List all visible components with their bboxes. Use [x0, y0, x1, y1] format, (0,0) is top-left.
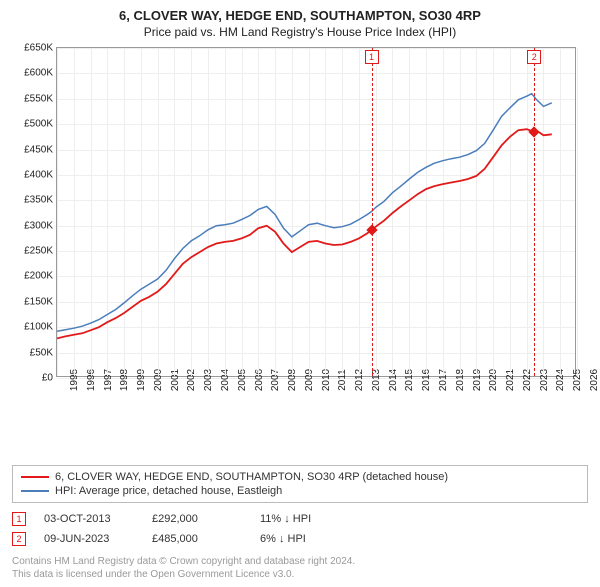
plot-area: £0£50K£100K£150K£200K£250K£300K£350K£400…: [56, 47, 576, 377]
footer-line-2: This data is licensed under the Open Gov…: [12, 568, 588, 581]
legend-label: HPI: Average price, detached house, East…: [55, 485, 282, 497]
legend-item: HPI: Average price, detached house, East…: [21, 484, 579, 498]
event-vline: [534, 48, 535, 376]
ytick-label: £550K: [24, 93, 53, 104]
event-price: £292,000: [152, 513, 242, 525]
event-marker: 2: [527, 50, 541, 64]
series-line-hpi: [57, 94, 552, 332]
event-box: 2: [12, 532, 26, 546]
event-vline: [372, 48, 373, 376]
ytick-label: £600K: [24, 68, 53, 79]
footer: Contains HM Land Registry data © Crown c…: [12, 555, 588, 581]
event-price: £485,000: [152, 533, 242, 545]
title-sub: Price paid vs. HM Land Registry's House …: [12, 25, 588, 39]
gridline: [577, 48, 578, 376]
ytick-label: £150K: [24, 296, 53, 307]
title-main: 6, CLOVER WAY, HEDGE END, SOUTHAMPTON, S…: [12, 8, 588, 23]
event-row: 1 03-OCT-2013 £292,000 11% ↓ HPI: [12, 509, 588, 529]
event-box: 1: [12, 512, 26, 526]
ytick-label: £0: [42, 373, 53, 384]
ytick-label: £300K: [24, 220, 53, 231]
event-row: 2 09-JUN-2023 £485,000 6% ↓ HPI: [12, 529, 588, 549]
legend-label: 6, CLOVER WAY, HEDGE END, SOUTHAMPTON, S…: [55, 471, 448, 483]
ytick-label: £400K: [24, 169, 53, 180]
ytick-label: £350K: [24, 195, 53, 206]
chart-container: { "title_main": "6, CLOVER WAY, HEDGE EN…: [0, 0, 600, 587]
event-marker: 1: [365, 50, 379, 64]
ytick-label: £200K: [24, 271, 53, 282]
chart: £0 £50K £100K £150K £200K £250K £300K £350K £400…: [12, 47, 588, 427]
series-line-property: [57, 129, 552, 338]
legend-swatch: [21, 476, 49, 478]
ytick-label: £250K: [24, 246, 53, 257]
event-delta: 6% ↓ HPI: [260, 533, 350, 545]
event-date: 03-OCT-2013: [44, 513, 134, 525]
ytick-label: £100K: [24, 322, 53, 333]
legend-item: 6, CLOVER WAY, HEDGE END, SOUTHAMPTON, S…: [21, 470, 579, 484]
ytick-label: £500K: [24, 119, 53, 130]
event-date: 09-JUN-2023: [44, 533, 134, 545]
xtick-label: 2026: [577, 369, 600, 391]
ytick-label: £50K: [30, 347, 53, 358]
footer-line-1: Contains HM Land Registry data © Crown c…: [12, 555, 588, 568]
legend-swatch: [21, 490, 49, 492]
legend: 6, CLOVER WAY, HEDGE END, SOUTHAMPTON, S…: [12, 465, 588, 503]
event-list: 1 03-OCT-2013 £292,000 11% ↓ HPI 2 09-JUN-202…: [12, 509, 588, 549]
chart-titles: 6, CLOVER WAY, HEDGE END, SOUTHAMPTON, S…: [12, 8, 588, 39]
ytick-label: £450K: [24, 144, 53, 155]
series-svg: [57, 48, 577, 378]
event-delta: 11% ↓ HPI: [260, 513, 350, 525]
ytick-label: £650K: [24, 43, 53, 54]
